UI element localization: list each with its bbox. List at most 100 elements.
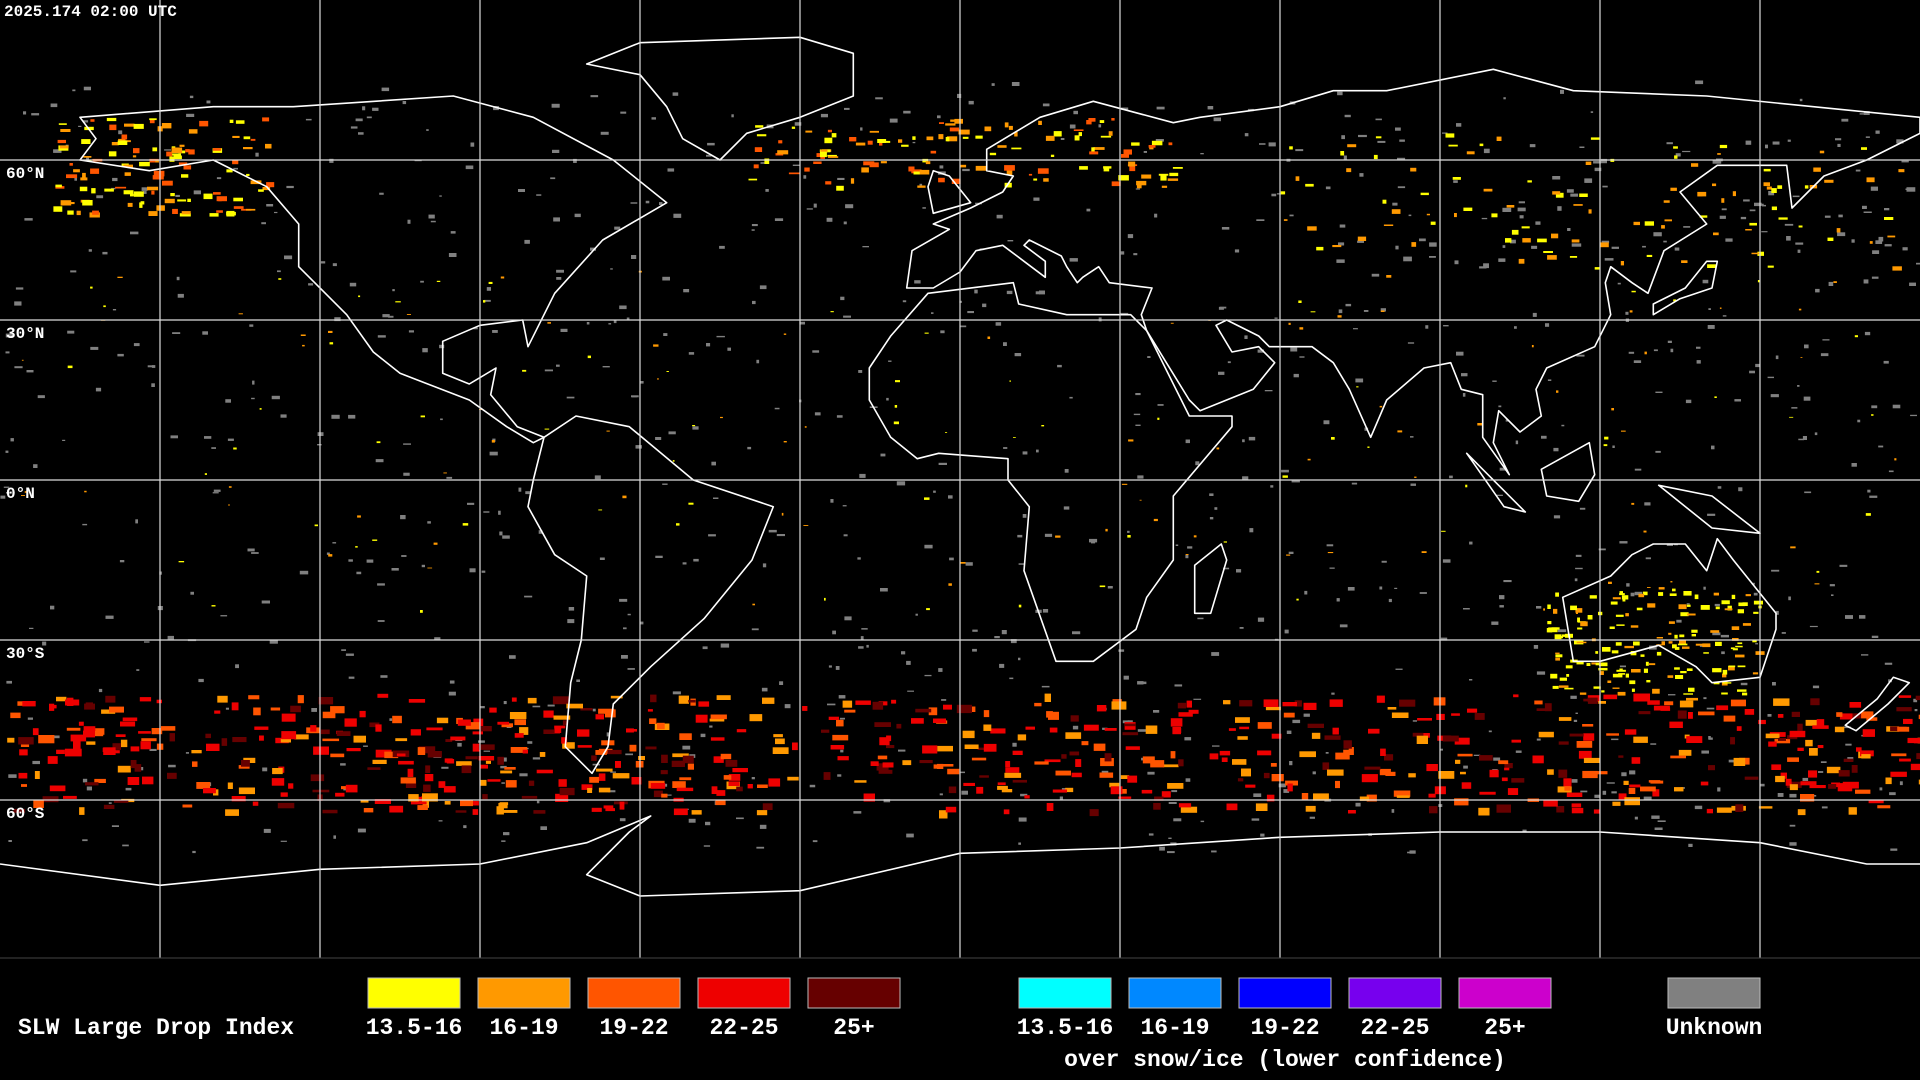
cloud-pixel [1590,111,1594,113]
cloud-pixel [64,748,82,757]
cloud-pixel [1633,693,1650,702]
cloud-pixel [997,145,1007,148]
cloud-pixel [1669,721,1683,728]
cloud-pixel [456,761,472,766]
cloud-pixel [1111,701,1127,710]
cloud-pixel [1298,300,1302,303]
cloud-pixel [83,726,96,731]
cloud-pixel [1014,353,1022,357]
cloud-pixel [24,218,33,221]
cloud-pixel [1697,192,1703,197]
cloud-pixel [719,245,725,249]
cloud-pixel [27,717,33,720]
legend-label: Unknown [1666,1015,1763,1041]
cloud-pixel [1580,790,1588,793]
cloud-pixel [221,738,228,746]
cloud-pixel [489,707,497,713]
cloud-pixel [1625,673,1629,678]
cloud-pixel [1139,499,1142,501]
cloud-pixel [1818,771,1824,773]
cloud-pixel [1241,768,1251,777]
cloud-pixel [1456,123,1462,127]
cloud-pixel [544,428,550,430]
cloud-pixel [1555,652,1560,655]
cloud-pixel [651,117,656,120]
cloud-pixel [1809,785,1826,789]
cloud-pixel [484,299,491,302]
cloud-pixel [1143,151,1147,153]
cloud-pixel [577,745,592,748]
cloud-pixel [1712,668,1722,673]
cloud-pixel [1547,604,1551,609]
cloud-pixel [594,475,601,480]
cloud-pixel [62,439,66,441]
cloud-pixel [732,768,748,773]
cloud-pixel [427,521,431,524]
cloud-pixel [434,637,441,641]
cloud-pixel [775,738,785,745]
cloud-pixel [922,745,938,754]
cloud-pixel [233,447,237,450]
cloud-pixel [756,359,760,364]
cloud-pixel [554,726,562,733]
cloud-pixel [1353,328,1358,330]
cloud-pixel [1397,157,1406,160]
cloud-pixel [1686,668,1693,671]
cloud-pixel [754,147,763,152]
cloud-pixel [519,727,529,735]
cloud-pixel [1594,167,1602,172]
cloud-pixel [939,122,944,124]
cloud-pixel [1322,762,1330,770]
cloud-pixel [1814,432,1818,436]
cloud-pixel [1780,772,1787,779]
cloud-pixel [989,152,997,156]
cloud-pixel [375,724,382,732]
cloud-pixel [968,100,974,105]
cloud-pixel [1502,245,1506,248]
cloud-pixel [837,756,849,761]
cloud-pixel [867,140,873,145]
cloud-pixel [1022,451,1028,455]
cloud-pixel [1642,591,1648,596]
cloud-pixel [625,753,633,756]
cloud-pixel [502,535,510,539]
cloud-pixel [130,193,134,197]
cloud-pixel [1221,227,1230,230]
cloud-pixel [521,795,538,799]
cloud-pixel [328,330,333,333]
cloud-pixel [1382,199,1387,204]
cloud-pixel [358,132,364,135]
cloud-pixel [752,300,756,305]
cloud-pixel [1393,790,1411,797]
cloud-pixel [346,748,361,752]
cloud-pixel [188,129,198,134]
cloud-pixel [908,166,915,172]
cloud-pixel [576,679,580,682]
cloud-pixel [1820,353,1829,357]
cloud-pixel [1337,91,1343,96]
cloud-pixel [19,749,28,756]
cloud-pixel [86,786,92,791]
cloud-pixel [1216,447,1220,450]
cloud-pixel [505,780,517,788]
cloud-pixel [1091,147,1095,153]
cloud-pixel [692,426,699,430]
cloud-pixel [1745,229,1752,231]
cloud-pixel [679,777,692,781]
cloud-pixel [1351,482,1358,485]
cloud-pixel [1611,246,1619,249]
cloud-pixel [82,778,88,783]
cloud-pixel [814,412,821,416]
cloud-pixel [902,300,907,303]
cloud-pixel [872,701,884,710]
cloud-pixel [1263,699,1279,707]
cloud-pixel [1006,290,1013,295]
cloud-pixel [1043,178,1049,182]
cloud-pixel [1545,323,1550,327]
cloud-pixel [1576,354,1585,357]
cloud-pixel [1332,727,1339,735]
cloud-pixel [1044,693,1051,702]
cloud-pixel [290,705,301,713]
cloud-pixel [1798,438,1805,441]
cloud-pixel [587,355,591,359]
